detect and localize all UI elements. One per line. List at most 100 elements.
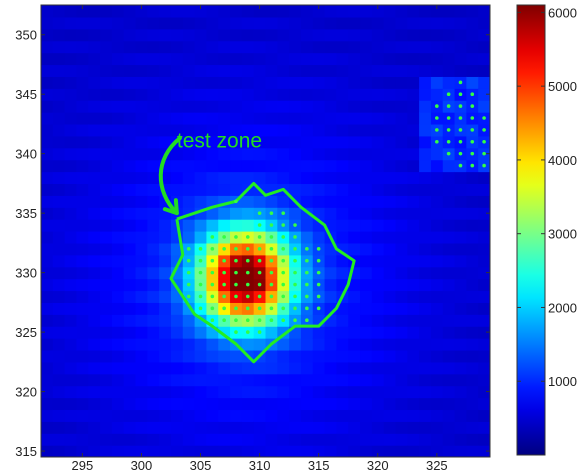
heatmap-cell	[336, 433, 349, 446]
heatmap-cell	[395, 64, 408, 77]
heatmap-cell	[88, 100, 101, 113]
marked-point	[222, 318, 226, 323]
heatmap-cell	[454, 16, 467, 30]
heatmap-cell	[324, 385, 337, 399]
heatmap-cell	[383, 278, 397, 292]
heatmap-cell	[407, 64, 420, 77]
heatmap-cell	[76, 159, 89, 173]
heatmap-cell	[407, 397, 420, 411]
heatmap-cell	[324, 40, 337, 54]
heatmap-cell	[383, 254, 397, 268]
heatmap-cell	[466, 445, 479, 457]
heatmap-cell	[64, 159, 78, 173]
heatmap-cell	[395, 314, 408, 327]
heatmap-cell	[419, 349, 432, 363]
heatmap-cell	[159, 278, 172, 292]
heatmap-cell	[76, 373, 89, 387]
marked-point	[316, 247, 321, 251]
heatmap-cell	[170, 349, 184, 363]
heatmap-cell	[324, 123, 337, 137]
heatmap-cell	[230, 135, 243, 149]
heatmap-cell	[194, 135, 208, 149]
heatmap-cell	[454, 349, 467, 363]
heatmap-cell	[194, 231, 208, 244]
heatmap-cell	[360, 421, 373, 434]
heatmap-cell	[442, 338, 456, 351]
heatmap-cell	[159, 5, 172, 18]
heatmap-cell	[159, 135, 172, 149]
heatmap-cell	[182, 64, 196, 77]
marked-point	[257, 282, 262, 287]
heatmap-cell	[419, 123, 432, 137]
heatmap-cell	[182, 171, 196, 185]
heatmap-cell	[395, 445, 408, 457]
heatmap-cell	[430, 445, 444, 457]
heatmap-cell	[466, 28, 479, 42]
marked-point	[234, 235, 238, 239]
heatmap-cell	[348, 445, 361, 457]
heatmap-cell	[430, 326, 444, 339]
marked-point	[269, 294, 274, 299]
heatmap-cell	[430, 52, 444, 66]
heatmap-cell	[348, 278, 361, 292]
heatmap-cell	[300, 373, 314, 387]
heatmap-cell	[300, 409, 314, 422]
heatmap-cell	[182, 40, 196, 54]
heatmap-cell	[135, 171, 148, 185]
heatmap-cell	[277, 421, 290, 434]
heatmap-cell	[76, 433, 89, 446]
heatmap-cell	[111, 385, 125, 399]
heatmap-cell	[478, 314, 490, 327]
heatmap-cell	[182, 314, 196, 327]
heatmap-cell	[336, 40, 349, 54]
heatmap-cell	[407, 338, 420, 351]
heatmap-cell	[147, 254, 160, 268]
heatmap-cell	[135, 433, 148, 446]
heatmap-cell	[300, 219, 314, 232]
heatmap-cell	[407, 28, 420, 42]
marked-point	[234, 282, 238, 287]
marked-point	[281, 247, 286, 251]
heatmap-cell	[265, 421, 278, 434]
heatmap-cell	[383, 207, 397, 220]
heatmap-cell	[147, 159, 160, 173]
heatmap-cell	[383, 171, 397, 185]
heatmap-cell	[218, 28, 231, 42]
marked-point	[293, 318, 297, 323]
heatmap-cell	[419, 385, 432, 399]
heatmap-cell	[454, 314, 467, 327]
heatmap-cell	[64, 207, 78, 220]
heatmap-cell	[194, 40, 208, 54]
heatmap-cell	[170, 314, 184, 327]
heatmap-cell	[135, 302, 148, 315]
heatmap-cell	[41, 385, 54, 399]
heatmap-cell	[289, 135, 302, 149]
heatmap-cell	[52, 135, 66, 149]
heatmap-cell	[41, 231, 54, 244]
heatmap-cell	[336, 219, 349, 232]
heatmap-cell	[64, 338, 78, 351]
heatmap-cell	[430, 314, 444, 327]
heatmap-cell	[360, 100, 373, 113]
heatmap-cell	[41, 242, 54, 256]
heatmap-cell	[324, 52, 337, 66]
heatmap-cell	[289, 64, 302, 77]
heatmap-cell	[277, 385, 290, 399]
heatmap-cell	[371, 195, 385, 208]
marked-point	[305, 258, 309, 263]
heatmap-cell	[336, 409, 349, 422]
marked-point	[281, 282, 286, 287]
heatmap-cell	[324, 433, 337, 446]
heatmap-cell	[182, 421, 196, 434]
heatmap-cell	[430, 302, 444, 315]
heatmap-cell	[419, 147, 432, 161]
heatmap-cell	[147, 361, 160, 375]
heatmap-cell	[395, 254, 408, 268]
heatmap-cell	[407, 349, 420, 363]
heatmap-cell	[395, 326, 408, 339]
marked-point	[245, 235, 250, 239]
heatmap-cell	[395, 147, 408, 161]
heatmap-cell	[218, 16, 231, 30]
heatmap-cell	[123, 242, 137, 256]
heatmap-cell	[419, 254, 432, 268]
